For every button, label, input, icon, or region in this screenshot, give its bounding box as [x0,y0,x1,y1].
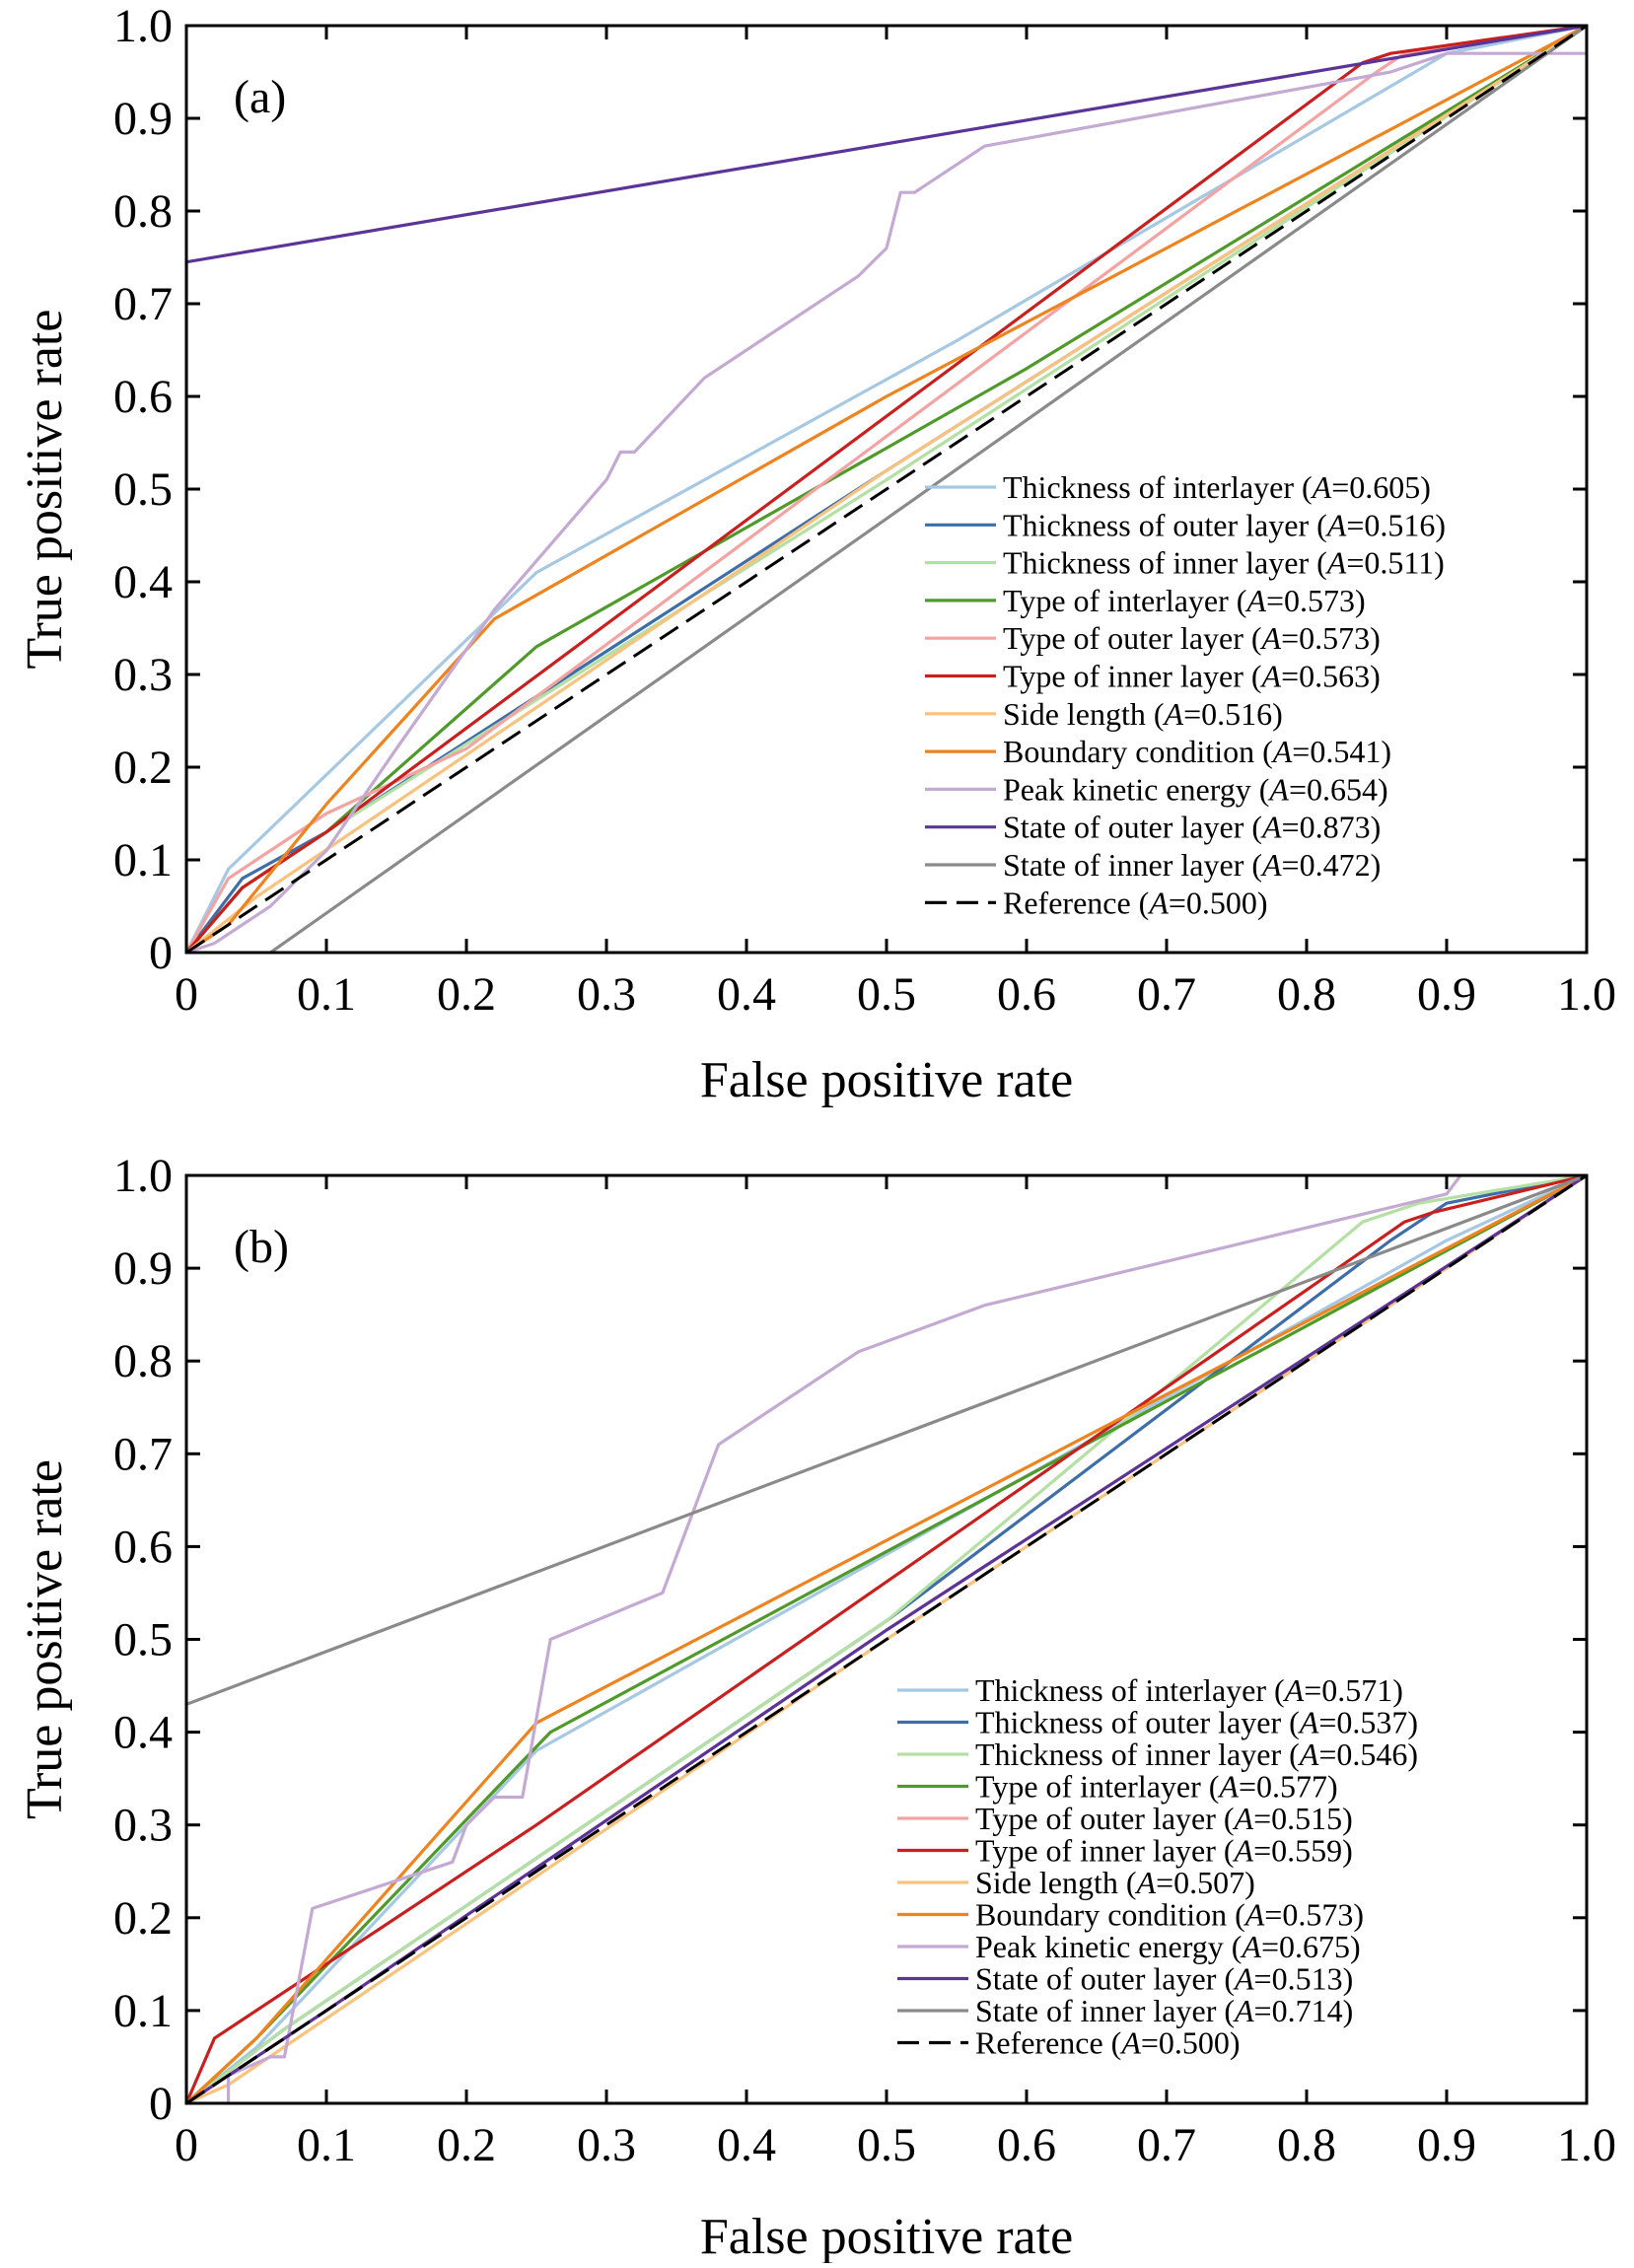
y-tick-label: 0.7 [113,278,173,330]
y-tick-label: 0.2 [113,742,173,794]
y-tick-label: 0.3 [113,649,173,701]
y-tick-label: 0.4 [113,556,173,608]
y-tick-label: 0.4 [113,1707,173,1759]
x-tick-label: 0.6 [997,2119,1056,2171]
y-tick-label: 0.6 [113,371,173,423]
legend-entry: State of inner layer (A=0.472) [1003,847,1381,883]
y-tick-label: 0.1 [113,834,173,886]
y-axis-title: True positive rate [17,1459,73,1819]
x-tick-label: 0.9 [1417,968,1476,1021]
x-axis-title: False positive rate [700,2209,1073,2263]
legend-entry: Thickness of inner layer (A=0.546) [975,1736,1418,1772]
series-line-peak-kinetic-energy [186,26,1587,953]
y-tick-label: 0.2 [113,1892,173,1945]
y-tick-label: 0.3 [113,1800,173,1852]
x-tick-label: 0.1 [297,968,356,1021]
y-tick-label: 0 [149,2078,173,2130]
x-tick-label: 0.7 [1137,968,1196,1021]
x-tick-label: 0.3 [577,968,636,1021]
legend-entry: Thickness of outer layer (A=0.516) [1003,507,1446,542]
x-tick-label: 0.9 [1417,2119,1476,2171]
y-tick-label: 0.5 [113,463,173,516]
y-tick-label: 0 [149,927,173,979]
legend-entry: State of inner layer (A=0.714) [975,1993,1353,2028]
x-tick-label: 0.8 [1277,2119,1336,2171]
series-line-side-length [186,1175,1587,2103]
legend-entry: Side length (A=0.507) [975,1865,1255,1900]
x-tick-label: 1.0 [1557,968,1616,1021]
legend: Thickness of interlayer (A=0.571)Thickne… [897,1672,1418,2061]
legend-entry: State of outer layer (A=0.513) [975,1961,1353,1997]
x-tick-label: 0.4 [717,968,776,1021]
legend-entry: Thickness of outer layer (A=0.537) [975,1705,1418,1740]
series-line-reference [186,26,1587,953]
series-line-reference [186,1175,1587,2103]
legend-entry: Type of outer layer (A=0.515) [975,1801,1353,1836]
legend-entry: Thickness of inner layer (A=0.511) [1003,545,1445,581]
series-group [186,1175,1587,2103]
y-tick-label: 0.7 [113,1428,173,1480]
x-tick-label: 1.0 [1557,2119,1616,2171]
legend-entry: Peak kinetic energy (A=0.675) [975,1929,1361,1964]
series-line-thickness-of-interlayer [186,26,1587,953]
series-line-state-of-inner-layer [186,1175,1587,2103]
legend-entry: Boundary condition (A=0.541) [1003,734,1391,769]
y-tick-label: 0.8 [113,1335,173,1387]
x-tick-label: 0.4 [717,2119,776,2171]
x-tick-label: 0 [175,968,198,1021]
y-tick-label: 0.1 [113,1985,173,2037]
legend-entry: Type of interlayer (A=0.577) [975,1769,1338,1805]
series-line-state-of-inner-layer [269,26,1587,953]
legend-entry: Thickness of interlayer (A=0.571) [975,1672,1403,1708]
series-line-type-of-inner-layer [186,1175,1587,2103]
series-group [186,26,1587,953]
legend-entry: Reference (A=0.500) [1003,885,1268,920]
legend-entry: Type of interlayer (A=0.573) [1003,583,1366,618]
legend-entry: Peak kinetic energy (A=0.654) [1003,771,1388,807]
legend-entry: Boundary condition (A=0.573) [975,1897,1364,1933]
x-tick-label: 0.5 [857,968,916,1021]
y-tick-label: 0.8 [113,185,173,238]
series-line-state-of-outer-layer [186,26,1587,953]
panel-a: 0 0.1 0.2 0.3 0.4 0.5 0.6 0.7 0.8 0.9 1.0 0 0.1 0.2 0.… [17,0,1616,1108]
legend-entry: Reference (A=0.500) [975,2025,1241,2061]
y-tick-label: 1.0 [113,1150,173,1202]
legend: Thickness of interlayer (A=0.605)Thickne… [925,469,1446,920]
x-tick-label: 0.8 [1277,968,1336,1021]
series-line-thickness-of-inner-layer [186,1175,1587,2103]
y-tick-label: 0.9 [113,93,173,145]
x-tick-label: 0.1 [297,2119,356,2171]
series-line-type-of-inner-layer [186,26,1587,953]
series-line-type-of-outer-layer [186,26,1587,953]
panel-label: (b) [234,1221,289,1273]
y-tick-label: 1.0 [113,0,173,52]
legend-entry: Side length (A=0.516) [1003,696,1283,732]
y-tick-label: 0.5 [113,1614,173,1666]
x-tick-label: 0.2 [437,968,496,1021]
y-tick-label: 0.6 [113,1521,173,1573]
x-tick-label: 0 [175,2119,198,2171]
x-tick-label: 0.7 [1137,2119,1196,2171]
y-axis-title: True positive rate [17,310,73,670]
series-line-peak-kinetic-energy [186,1175,1587,2103]
panel-b: 0 0.1 0.2 0.3 0.4 0.5 0.6 0.7 0.8 0.9 1.0 0 0.1 0.2 0.… [17,1150,1616,2265]
x-tick-label: 0.6 [997,968,1056,1021]
legend-entry: Thickness of interlayer (A=0.605) [1003,469,1431,505]
panel-label: (a) [234,71,286,123]
legend-entry: State of outer layer (A=0.873) [1003,810,1381,845]
legend-entry: Type of inner layer (A=0.559) [975,1833,1353,1869]
x-tick-label: 0.5 [857,2119,916,2171]
legend-entry: Type of outer layer (A=0.573) [1003,620,1381,656]
x-axis-title: False positive rate [700,1052,1073,1108]
series-line-side-length [186,26,1587,953]
x-tick-label: 0.3 [577,2119,636,2171]
y-tick-label: 0.9 [113,1242,173,1295]
x-tick-label: 0.2 [437,2119,496,2171]
legend-entry: Type of inner layer (A=0.563) [1003,659,1381,694]
